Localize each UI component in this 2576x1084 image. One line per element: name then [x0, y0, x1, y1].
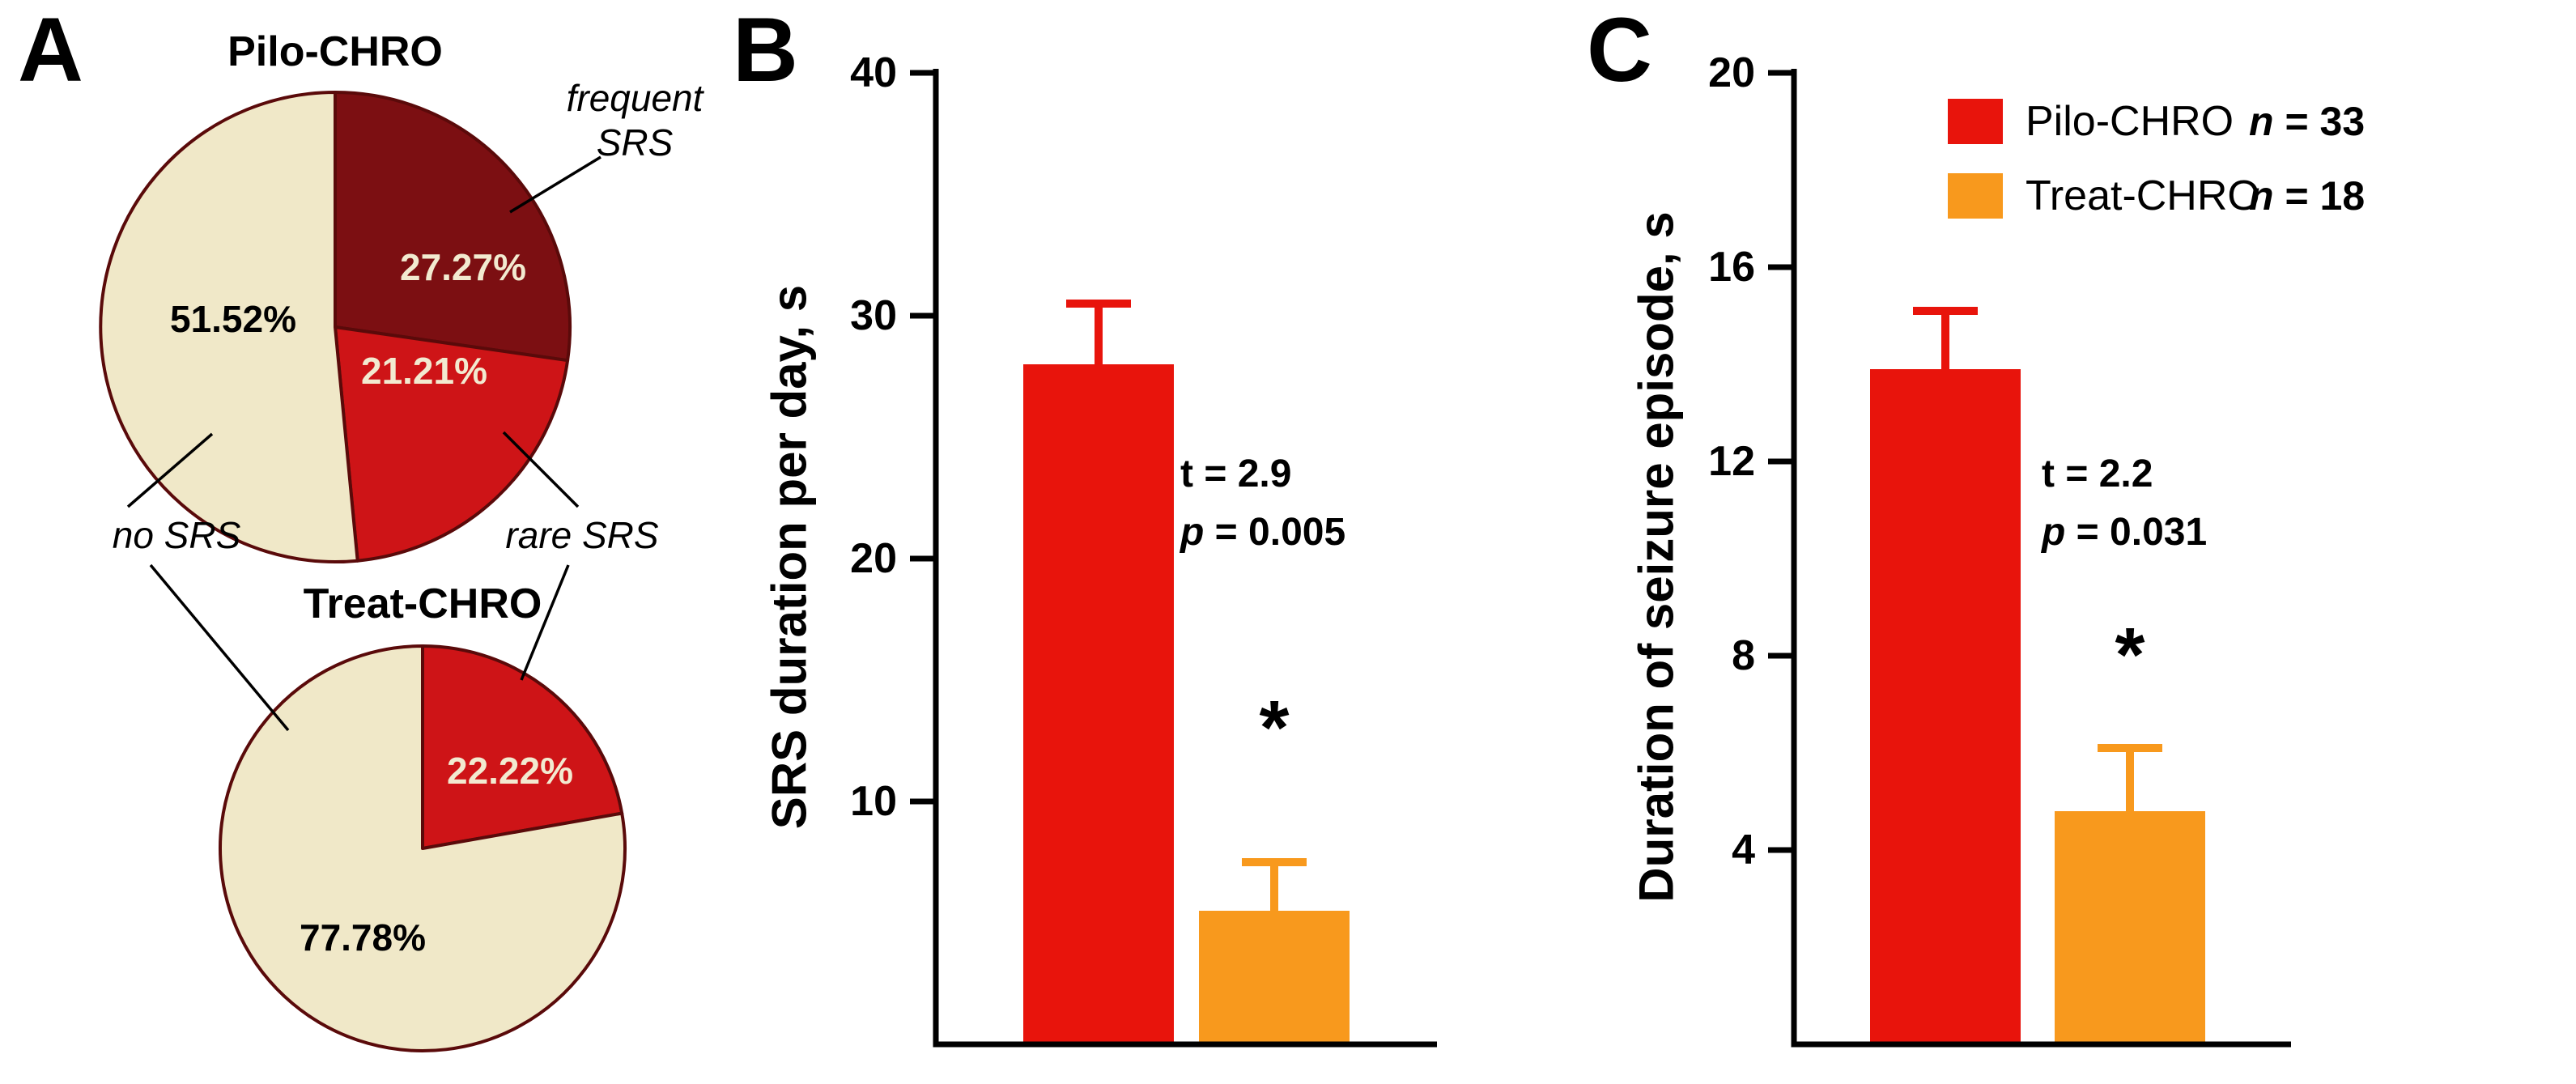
legend-swatch-pilo	[1948, 99, 2003, 144]
pie-title-treat-chro: Treat-CHRO	[303, 580, 542, 627]
axes-b	[933, 69, 1437, 1048]
legend-item-treat-chro: Treat-CHRO n = 18	[1948, 172, 2365, 220]
callout-leader-line	[149, 563, 290, 732]
y-tick-label: 10	[850, 778, 897, 825]
bar-treat-chro-b	[1199, 911, 1350, 1044]
pie-slice-percentage: 22.22%	[447, 750, 573, 792]
y-tick-label: 16	[1708, 244, 1755, 291]
t-statistic-c: t = 2.2	[2042, 453, 2153, 495]
p-value-b: p = 0.005	[1180, 511, 1346, 554]
legend-swatch-treat	[1948, 173, 2003, 219]
callout-no-srs: no SRS	[112, 514, 241, 556]
pie-title-pilo-chro: Pilo-CHRO	[227, 28, 443, 75]
callout-leader-line	[520, 564, 570, 681]
panel-label-b: B	[733, 0, 798, 100]
axis-title-c: Duration of seizure episode, s	[1629, 211, 1684, 903]
panel-label-c: C	[1587, 0, 1652, 100]
y-tick-label: 30	[850, 292, 897, 339]
panel-label-a: A	[18, 0, 83, 100]
p-value-c: p = 0.031	[2042, 511, 2208, 554]
legend-label-treat: Treat-CHRO	[2026, 172, 2260, 219]
stats-annotation-b: t = 2.9 p = 0.005	[1180, 445, 1345, 562]
y-tick-label: 20	[850, 535, 897, 582]
callout-leader-line	[502, 431, 580, 508]
callout-leader-line	[126, 432, 214, 508]
stats-annotation-c: t = 2.2 p = 0.031	[2042, 445, 2207, 562]
bar-pilo-chro-b	[1023, 364, 1174, 1044]
axes-c	[1791, 69, 2291, 1048]
y-tick-label: 40	[850, 49, 897, 96]
t-statistic-b: t = 2.9	[1180, 453, 1292, 495]
y-tick-label: 4	[1732, 827, 1755, 874]
significance-star-b: *	[1259, 685, 1290, 771]
pie-slice-percentage: 77.78%	[300, 916, 426, 959]
y-tick-label: 12	[1708, 438, 1755, 485]
bar-pilo-chro-c	[1870, 369, 2021, 1044]
pie-pilo-chro-slice-frequent-srs	[334, 91, 572, 363]
callout-rare-srs: rare SRS	[505, 514, 659, 556]
callout-leader-line	[509, 155, 601, 214]
pie-treat-chro-slice-rare-srs	[421, 644, 624, 850]
pie-pilo-chro-slice-no-srs	[99, 91, 359, 563]
legend-item-pilo-chro: Pilo-CHRO n = 33	[1948, 97, 2365, 146]
pie-slice-percentage: 21.21%	[361, 350, 487, 392]
pie-pilo-chro-slice-rare-srs	[334, 325, 570, 563]
y-tick-label: 20	[1708, 49, 1755, 96]
pie-slice-percentage: 51.52%	[170, 298, 296, 340]
y-tick-label: 8	[1732, 632, 1755, 679]
legend-n-treat: n = 18	[2249, 173, 2366, 219]
pie-slice-percentage: 27.27%	[400, 246, 526, 288]
legend-n-pilo: n = 33	[2249, 99, 2366, 144]
callout-frequent-srs: frequent SRS	[566, 77, 704, 164]
legend-label-pilo: Pilo-CHRO	[2026, 98, 2234, 145]
legend: Pilo-CHRO n = 33 Treat-CHRO n = 18	[1948, 97, 2365, 220]
axis-title-b: SRS duration per day, s	[762, 284, 817, 830]
significance-star-c: *	[2115, 612, 2145, 698]
pie-treat-chro-slice-no-srs	[219, 644, 627, 1052]
bar-treat-chro-c	[2055, 811, 2205, 1044]
